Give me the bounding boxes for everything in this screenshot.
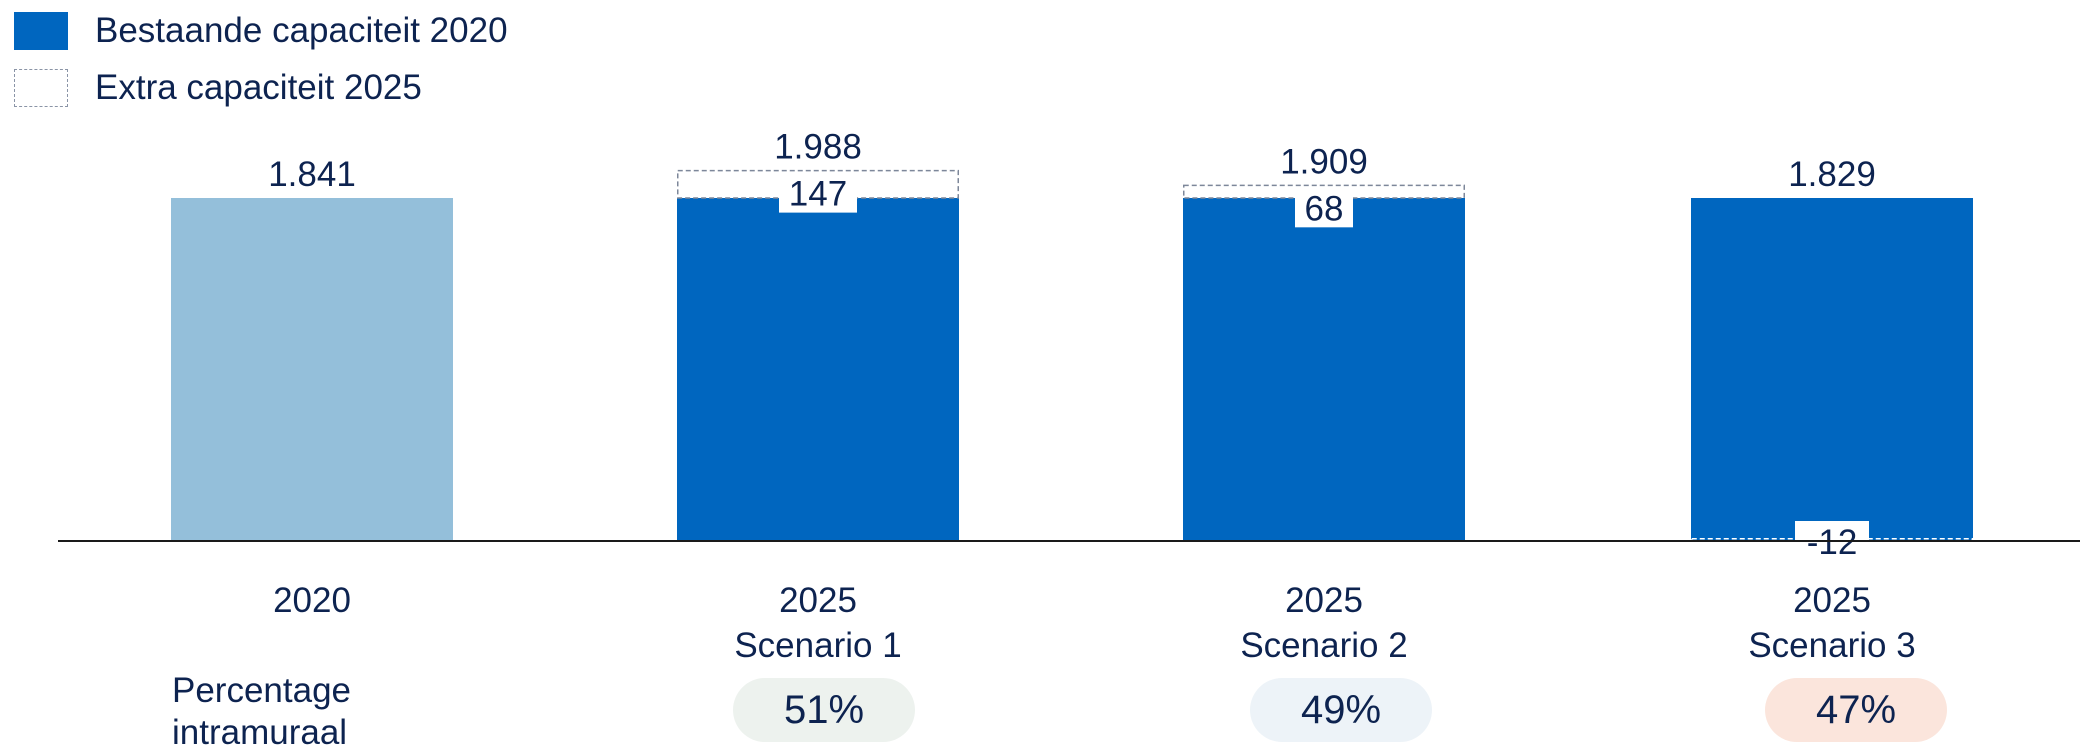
legend-item-extra: Extra capaciteit 2025 [14,68,422,108]
total-label-1: 1.988 [774,128,862,167]
bar-existing-2 [1183,198,1465,541]
category-label-1-0: 2025 [779,581,857,620]
total-label-0: 1.841 [268,155,356,194]
bar-existing-1 [677,198,959,541]
bar-existing-3 [1691,198,1973,541]
extra-label-1: 147 [789,175,847,214]
total-label-2: 1.909 [1280,142,1368,181]
legend-swatch-existing [14,12,68,50]
percentage-pill-scenario-2: 49% [1250,678,1432,742]
extra-label-2: 68 [1305,189,1344,228]
category-label-3-1: Scenario 3 [1748,626,1915,665]
category-label-3-0: 2025 [1793,581,1871,620]
legend-label-existing: Bestaande capaciteit 2020 [95,11,508,50]
category-label-1-1: Scenario 1 [734,626,901,665]
bar-existing-0 [171,198,453,541]
percentage-pill-scenario-3: 47% [1765,678,1947,742]
extra-label-bg-1 [779,172,857,213]
total-label-3: 1.829 [1788,155,1876,194]
category-label-2-1: Scenario 2 [1240,626,1407,665]
percentage-pill-scenario-1: 51% [733,678,915,742]
legend-label-extra: Extra capaciteit 2025 [95,68,422,107]
extra-label-bg-2 [1295,187,1353,228]
legend-swatch-extra [14,69,68,107]
extra-label-3: -12 [1807,523,1858,562]
legend-item-existing: Bestaande capaciteit 2020 [14,11,508,51]
category-label-2-0: 2025 [1285,581,1363,620]
percentage-intramuraal-label: Percentage intramuraal [172,671,352,752]
category-label-0-0: 2020 [273,581,351,620]
